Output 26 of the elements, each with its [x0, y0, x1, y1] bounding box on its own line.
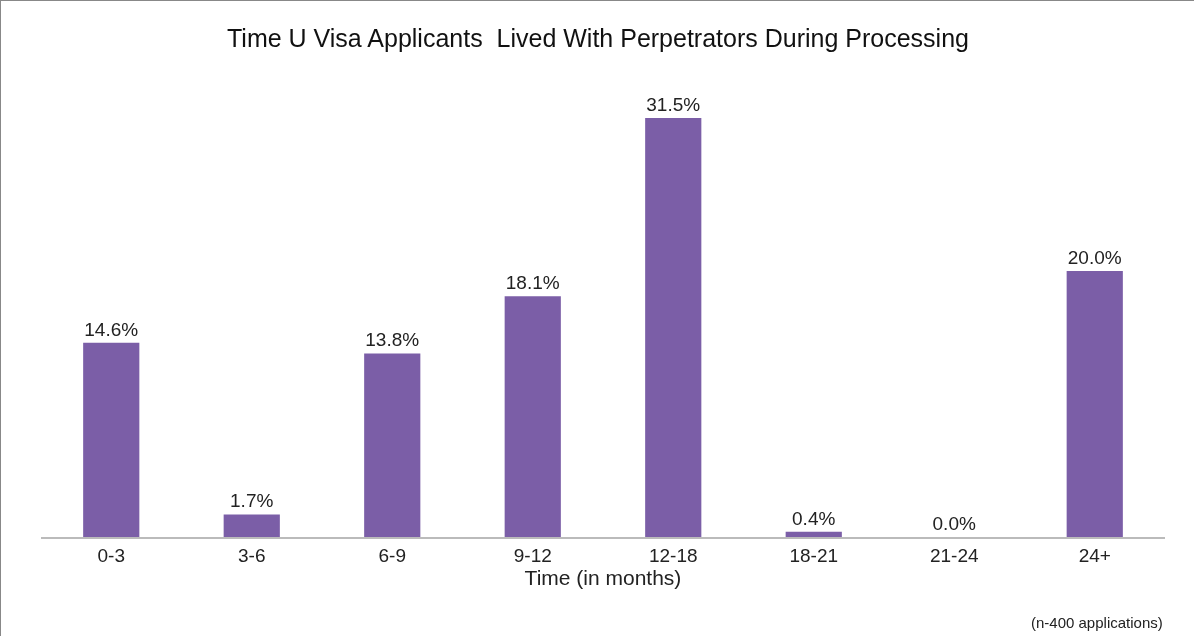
x-tick-label: 12-18 [648, 544, 698, 566]
bar [645, 118, 702, 537]
chart-title: Time U Visa Applicants Lived With Perpetrators During Processing [227, 24, 969, 53]
x-axis-title: Time (in months) [524, 566, 682, 590]
x-tick-label: 18-21 [789, 544, 839, 566]
x-tick-label: 21-24 [929, 544, 979, 566]
bar [83, 342, 140, 537]
bar [364, 353, 421, 537]
x-tick-label: 0-3 [97, 544, 125, 566]
bar [223, 514, 280, 537]
data-label: 18.1% [505, 272, 560, 294]
data-label: 20.0% [1067, 247, 1122, 268]
x-tick-label: 24+ [1078, 544, 1111, 566]
data-label: 14.6% [84, 318, 139, 340]
bar [1066, 271, 1123, 537]
data-label: 0.4% [792, 507, 836, 529]
x-tick-label: 9-12 [513, 544, 552, 566]
data-label: 13.8% [365, 329, 420, 351]
data-label: 1.7% [230, 490, 274, 512]
bar [504, 296, 561, 537]
text: (n-400 applications) [1031, 614, 1163, 631]
data-label: 31.5% [646, 94, 701, 116]
x-tick-label: 3-6 [238, 544, 266, 566]
x-tick-label: 6-9 [378, 544, 406, 566]
bar [785, 531, 842, 537]
data-label: 0.0% [932, 513, 976, 534]
